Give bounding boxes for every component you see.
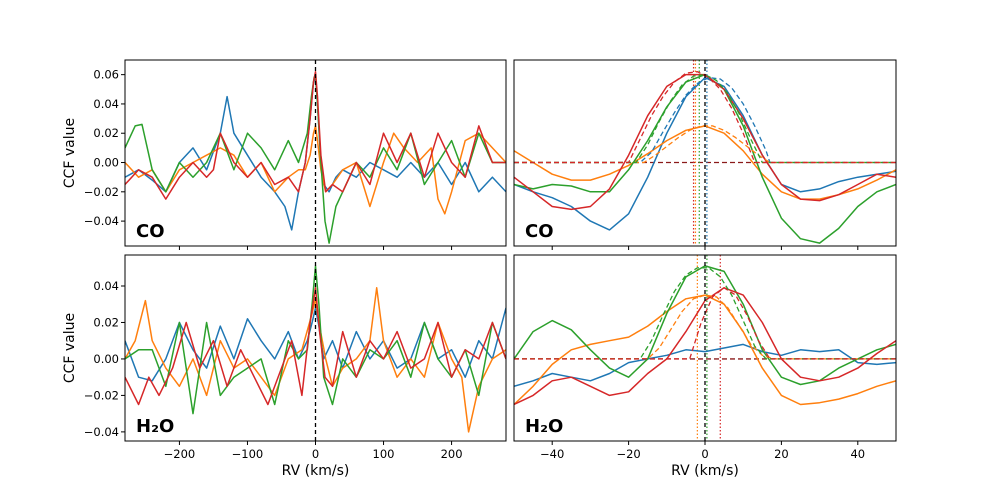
x-tick-label: 40 [850,447,865,461]
ccf-series-line [125,70,506,200]
y-tick-label: 0.00 [93,352,119,366]
plot-area-top-left [125,60,506,246]
y-tick-label: 0.02 [93,315,119,329]
y-tick-label: −0.02 [84,388,119,402]
x-tick-label: 200 [441,447,463,461]
x-tick-label: −40 [540,447,564,461]
plot-area-bottom-right [514,255,896,441]
x-axis-label: RV (km/s) [282,463,350,479]
molecule-label: H₂O [525,416,563,437]
fit-dashed-line [514,287,896,360]
x-tick-label: 100 [373,447,395,461]
y-tick-label: −0.04 [84,214,119,228]
y-tick-label: 0.00 [93,156,119,170]
fit-dashed-line [514,71,896,164]
y-tick-label: 0.02 [93,126,119,140]
x-axis-label: RV (km/s) [671,463,739,479]
y-axis-label: CCF value [62,313,78,383]
ccf-series-line [514,343,896,388]
molecule-label: CO [525,221,554,242]
y-axis-label: CCF value [62,118,78,188]
x-tick-label: 0 [312,447,319,461]
y-tick-label: −0.02 [84,185,119,199]
fit-dashed-line [514,73,896,164]
molecule-label: CO [136,221,165,242]
x-tick-label: −20 [616,447,640,461]
plot-area-top-right [514,60,896,246]
x-tick-label: −100 [232,447,264,461]
x-tick-label: 0 [701,447,708,461]
y-tick-label: 0.06 [93,68,119,82]
fit-dashed-line [514,267,896,360]
x-tick-label: 20 [774,447,789,461]
y-tick-label: 0.04 [93,279,119,293]
plot-area-bottom-left [125,255,506,441]
y-tick-label: −0.04 [84,425,119,439]
y-tick-label: 0.04 [93,97,119,111]
ccf-series-line [125,125,506,215]
x-tick-label: −200 [164,447,196,461]
ccf-series-line [125,287,506,406]
fit-dashed-line [514,125,896,164]
molecule-label: H₂O [136,416,174,437]
ccf-series-line [514,294,896,406]
